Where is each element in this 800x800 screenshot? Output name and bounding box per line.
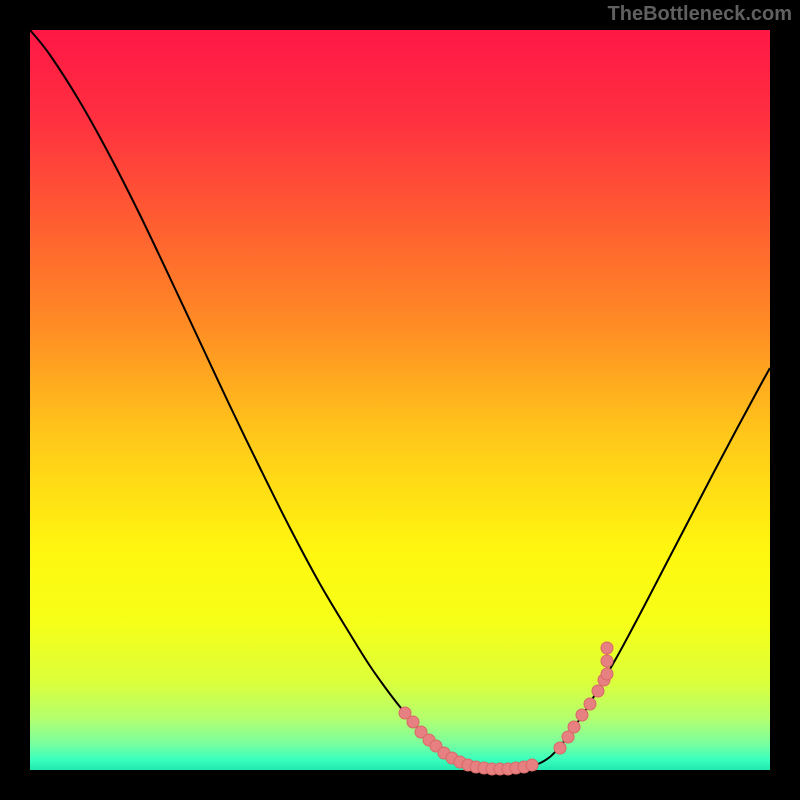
marker-dot — [568, 721, 580, 733]
marker-dot — [601, 668, 613, 680]
marker-dot — [592, 685, 604, 697]
marker-dot — [554, 742, 566, 754]
chart-svg — [0, 0, 800, 800]
marker-dot — [407, 716, 419, 728]
plot-background — [30, 30, 770, 770]
bottleneck-chart: TheBottleneck.com — [0, 0, 800, 800]
marker-dot — [601, 655, 613, 667]
marker-dot — [584, 698, 596, 710]
marker-dot — [526, 759, 538, 771]
marker-dot — [601, 642, 613, 654]
marker-dot — [576, 709, 588, 721]
